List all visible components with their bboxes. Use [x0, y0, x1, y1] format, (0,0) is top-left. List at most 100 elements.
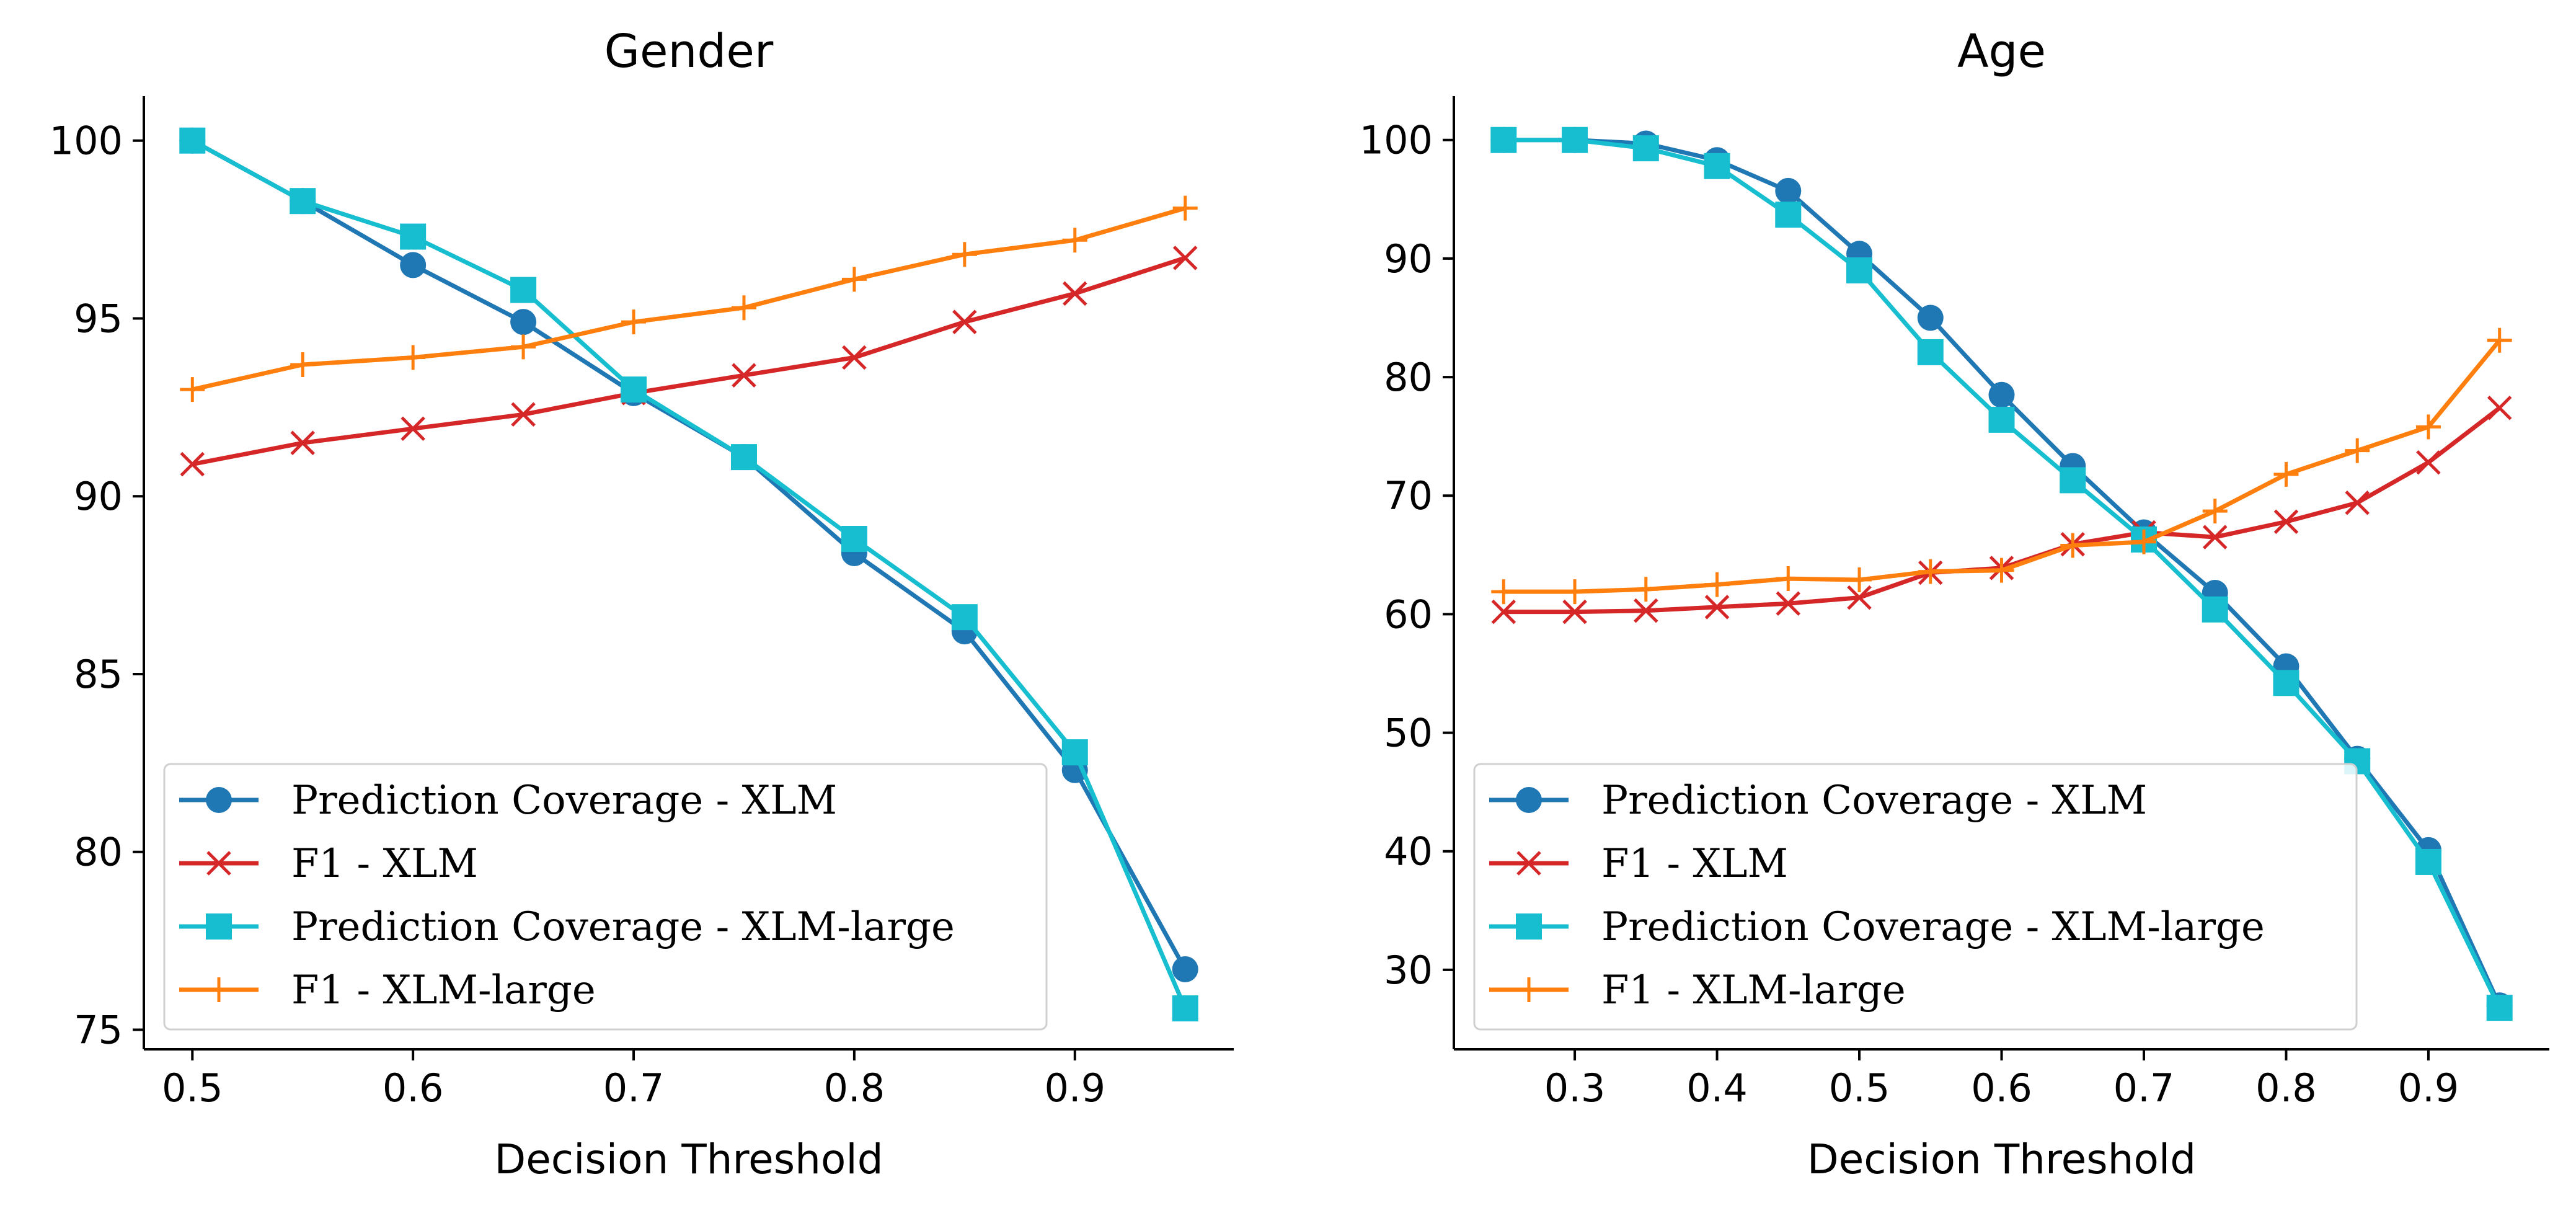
data-point [2486, 995, 2513, 1021]
x-tick-label: 0.5 [1829, 1065, 1890, 1111]
x-tick-label: 0.3 [1544, 1065, 1606, 1111]
legend-swatch-marker [206, 787, 232, 813]
data-point [1704, 572, 1730, 597]
legend-swatch-marker [206, 913, 232, 940]
chart-title: Gender [604, 25, 774, 78]
legend-label: F1 - XLM [1601, 841, 1788, 887]
y-tick-label: 80 [1384, 355, 1433, 400]
x-tick-label: 0.8 [824, 1065, 885, 1111]
data-point [1172, 195, 1198, 221]
data-point [1491, 579, 1516, 605]
y-tick-label: 85 [74, 652, 123, 697]
y-tick-label: 40 [1384, 829, 1433, 874]
y-tick-label: 30 [1384, 948, 1433, 993]
data-point [1562, 599, 1587, 624]
data-point [511, 402, 536, 427]
legend: Prediction Coverage - XLM F1 - XLM Predict… [163, 763, 1048, 1031]
data-point [179, 127, 206, 154]
legend-label: F1 - XLM-large [1601, 967, 1906, 1013]
data-point [1704, 153, 1730, 179]
data-point [290, 352, 316, 377]
x-axis-label: Decision Threshold [1807, 1135, 2196, 1183]
data-point [1846, 257, 1873, 284]
legend-label: Prediction Coverage - XLM [1601, 778, 2147, 824]
data-point [841, 267, 867, 292]
data-point [401, 345, 426, 370]
x-tick-label: 0.5 [162, 1065, 223, 1111]
data-point [1988, 406, 2015, 433]
data-point [1775, 202, 1802, 228]
x-tick-label: 0.7 [603, 1065, 665, 1111]
data-point [2273, 670, 2299, 696]
x-axis-label: Decision Threshold [494, 1135, 883, 1183]
data-point [1989, 558, 2014, 583]
data-point [1562, 579, 1588, 605]
legend-label: F1 - XLM-large [291, 967, 596, 1013]
y-tick-label: 70 [1384, 473, 1433, 518]
chart-panel-1: Age 30 40 50 60 70 80 90 100 0.3 0.4 0.5 0.6 0.7 0.8 0.… [1360, 25, 2549, 1183]
series-line [192, 206, 1186, 392]
x-tick-label: 0.6 [383, 1065, 444, 1111]
data-point [1062, 228, 1087, 253]
data-point [1172, 956, 1198, 982]
data-point [621, 309, 647, 335]
y-tick-label: 90 [74, 474, 123, 519]
data-point [510, 309, 537, 335]
y-tick-label: 90 [1384, 236, 1433, 282]
chart-panel-0: Gender 75 80 85 90 95 100 0.5 0.6 0.7 0.8 0.9 Decisi… [50, 25, 1234, 1183]
data-point [510, 277, 537, 303]
data-point [1634, 598, 1658, 623]
data-point [2060, 533, 2086, 558]
data-point [1491, 599, 1516, 624]
legend-swatch-marker [1516, 913, 1542, 940]
data-point [2345, 438, 2370, 463]
data-point [290, 188, 316, 215]
legend-swatch-marker [1516, 787, 1542, 813]
data-point [842, 345, 867, 370]
x-tick-label: 0.9 [1044, 1065, 1105, 1111]
data-point [1061, 739, 1088, 766]
data-point [2416, 450, 2441, 475]
y-tick-label: 75 [74, 1007, 123, 1052]
legend-frame [1473, 763, 2358, 1031]
data-point [732, 363, 756, 388]
y-tick-label: 80 [74, 830, 123, 875]
data-point [1562, 127, 1588, 153]
data-point [2415, 848, 2441, 875]
legend-swatch-marker [206, 851, 231, 876]
y-tick-label: 100 [50, 118, 123, 164]
data-point [2131, 529, 2156, 554]
legend-label: F1 - XLM [291, 841, 478, 887]
x-tick-label: 0.6 [1971, 1065, 2032, 1111]
data-point [2415, 414, 2441, 440]
legend-label: Prediction Coverage - XLM-large [1601, 904, 2265, 950]
series-3 [1491, 327, 2512, 605]
data-point [1917, 339, 1944, 365]
data-point [1775, 177, 1802, 204]
x-tick-label: 0.7 [2113, 1065, 2175, 1111]
x-tick-label: 0.9 [2398, 1065, 2459, 1111]
legend-swatch-marker [1516, 977, 1541, 1002]
data-point [1172, 246, 1198, 270]
legend-label: Prediction Coverage - XLM-large [291, 904, 955, 950]
data-point [1633, 577, 1658, 602]
y-tick-label: 50 [1384, 711, 1433, 756]
y-tick-label: 95 [74, 296, 123, 341]
data-point [2273, 461, 2299, 487]
data-point [2487, 396, 2512, 420]
legend-swatch-marker [206, 977, 231, 1002]
data-point [952, 242, 977, 267]
data-point [2345, 490, 2370, 515]
series-3 [180, 195, 1198, 402]
y-tick-label: 100 [1360, 118, 1433, 163]
data-point [951, 604, 978, 631]
legend-frame [163, 763, 1048, 1031]
x-tick-label: 0.4 [1686, 1065, 1748, 1111]
series-line [191, 138, 1187, 1010]
data-point [730, 444, 757, 471]
data-point [511, 334, 536, 360]
x-tick-label: 0.8 [2255, 1065, 2317, 1111]
series-2 [179, 127, 1198, 1022]
data-point [1988, 381, 2015, 408]
